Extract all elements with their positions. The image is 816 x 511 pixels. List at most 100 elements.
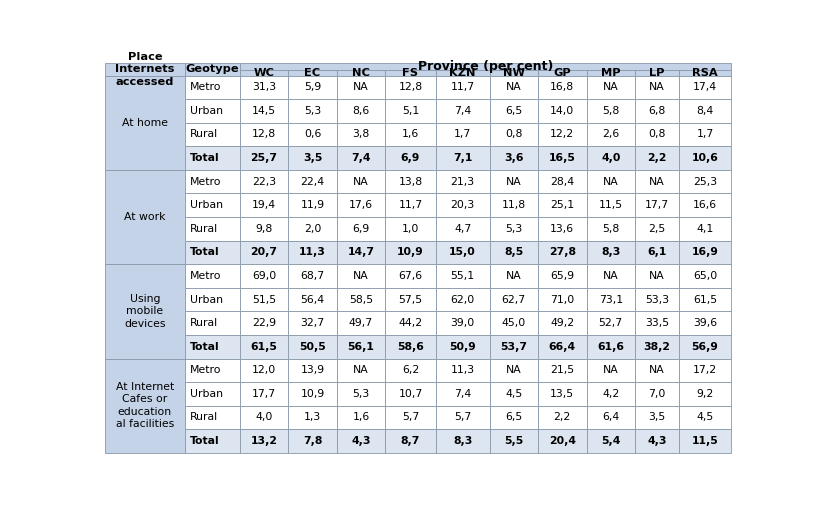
Bar xyxy=(538,170,587,194)
Text: 12,8: 12,8 xyxy=(398,82,423,92)
Bar xyxy=(538,76,587,99)
Text: 10,6: 10,6 xyxy=(691,153,718,163)
Bar xyxy=(587,217,635,241)
Bar xyxy=(337,99,385,123)
Bar xyxy=(184,311,240,335)
Text: 16,5: 16,5 xyxy=(549,153,576,163)
Text: 17,4: 17,4 xyxy=(693,82,717,92)
Bar xyxy=(679,429,731,453)
Bar xyxy=(679,217,731,241)
Bar xyxy=(385,71,436,76)
Bar xyxy=(240,170,288,194)
Bar xyxy=(587,194,635,217)
Text: 4,3: 4,3 xyxy=(351,436,370,446)
Text: 25,3: 25,3 xyxy=(693,177,717,187)
Bar xyxy=(288,194,337,217)
Text: 16,9: 16,9 xyxy=(691,247,718,258)
Text: 52,7: 52,7 xyxy=(599,318,623,328)
Bar xyxy=(288,123,337,146)
Text: Using
mobile
devices: Using mobile devices xyxy=(124,294,166,329)
Text: NA: NA xyxy=(603,365,619,375)
Text: 4,0: 4,0 xyxy=(255,412,273,423)
Text: Rural: Rural xyxy=(189,412,218,423)
Bar xyxy=(240,194,288,217)
Bar xyxy=(288,429,337,453)
Bar xyxy=(240,76,288,99)
Bar xyxy=(490,264,538,288)
Text: NA: NA xyxy=(353,177,369,187)
Bar xyxy=(184,241,240,264)
Bar xyxy=(240,429,288,453)
Text: Total: Total xyxy=(189,436,220,446)
Text: 11,7: 11,7 xyxy=(450,82,475,92)
Bar xyxy=(538,335,587,359)
Text: Place
Internets
accessed: Place Internets accessed xyxy=(115,52,175,87)
Text: 69,0: 69,0 xyxy=(252,271,276,281)
Text: 16,8: 16,8 xyxy=(550,82,574,92)
Bar xyxy=(635,288,679,311)
Bar xyxy=(538,241,587,264)
Bar xyxy=(635,264,679,288)
Bar xyxy=(337,170,385,194)
Text: 5,3: 5,3 xyxy=(505,224,522,234)
Bar xyxy=(490,99,538,123)
Bar xyxy=(436,406,490,429)
Text: 17,7: 17,7 xyxy=(252,389,276,399)
Text: 25,7: 25,7 xyxy=(251,153,277,163)
Text: 14,7: 14,7 xyxy=(348,247,375,258)
Bar xyxy=(240,288,288,311)
Text: 4,2: 4,2 xyxy=(602,389,619,399)
Text: 4,1: 4,1 xyxy=(696,224,714,234)
Text: 7,4: 7,4 xyxy=(454,389,472,399)
Bar xyxy=(587,71,635,76)
Bar xyxy=(679,99,731,123)
Text: 58,5: 58,5 xyxy=(349,294,373,305)
Text: 56,9: 56,9 xyxy=(691,342,718,352)
Bar xyxy=(490,288,538,311)
Bar xyxy=(538,146,587,170)
Text: 12,0: 12,0 xyxy=(252,365,276,375)
Text: NA: NA xyxy=(649,271,665,281)
Bar xyxy=(436,264,490,288)
Bar xyxy=(587,264,635,288)
Bar xyxy=(490,406,538,429)
Bar xyxy=(587,170,635,194)
Text: 50,5: 50,5 xyxy=(299,342,326,352)
Bar xyxy=(184,406,240,429)
Bar xyxy=(635,123,679,146)
Bar xyxy=(240,264,288,288)
Text: Urban: Urban xyxy=(189,200,223,210)
Bar xyxy=(240,71,288,76)
Text: 2,5: 2,5 xyxy=(648,224,666,234)
Bar xyxy=(538,217,587,241)
Bar xyxy=(436,217,490,241)
Bar xyxy=(240,335,288,359)
Text: 65,9: 65,9 xyxy=(550,271,574,281)
Bar xyxy=(436,146,490,170)
Bar xyxy=(105,359,184,453)
Bar xyxy=(385,311,436,335)
Text: At Internet
Cafes or
education
al facilities: At Internet Cafes or education al facili… xyxy=(116,382,174,429)
Text: 6,8: 6,8 xyxy=(648,106,666,116)
Bar xyxy=(288,406,337,429)
Bar xyxy=(436,194,490,217)
Text: 6,9: 6,9 xyxy=(401,153,420,163)
Text: 19,4: 19,4 xyxy=(252,200,276,210)
Bar xyxy=(337,123,385,146)
Text: 25,1: 25,1 xyxy=(550,200,574,210)
Text: At work: At work xyxy=(124,212,166,222)
Bar xyxy=(635,76,679,99)
Bar xyxy=(240,311,288,335)
Bar xyxy=(436,288,490,311)
Bar xyxy=(587,123,635,146)
Bar xyxy=(240,359,288,382)
Bar xyxy=(337,241,385,264)
Text: 16,6: 16,6 xyxy=(693,200,717,210)
Text: 10,9: 10,9 xyxy=(397,247,424,258)
Text: 5,7: 5,7 xyxy=(401,412,419,423)
Text: NC: NC xyxy=(352,68,370,78)
Text: 62,0: 62,0 xyxy=(450,294,475,305)
Text: 28,4: 28,4 xyxy=(550,177,574,187)
Text: 17,7: 17,7 xyxy=(645,200,669,210)
Text: 65,0: 65,0 xyxy=(693,271,717,281)
